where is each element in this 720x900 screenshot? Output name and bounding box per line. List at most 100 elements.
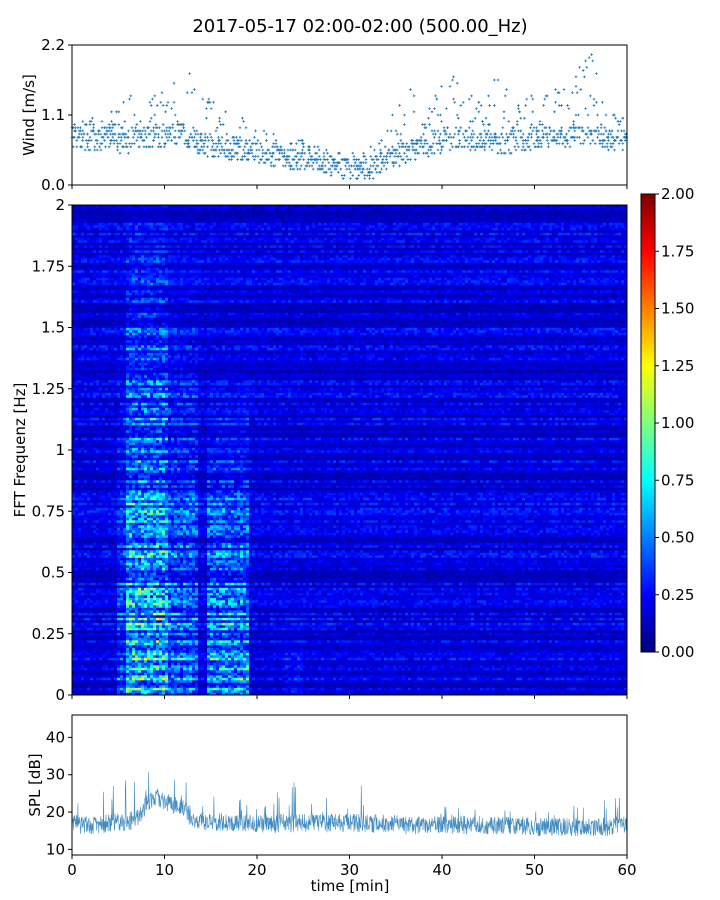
spectrogram-cell <box>450 678 453 681</box>
spectrogram-cell <box>321 680 324 683</box>
wind-point <box>449 133 452 136</box>
spectrogram-cell <box>105 670 108 673</box>
spectrogram-cell <box>195 683 198 686</box>
wind-point <box>472 130 475 133</box>
wind-point <box>193 130 196 133</box>
spectrogram-cell <box>585 670 588 673</box>
spectrogram-cell <box>267 670 270 673</box>
wind-point <box>325 149 328 152</box>
spectrogram-cell <box>456 685 459 688</box>
wind-point <box>270 161 273 164</box>
spectrogram-cell <box>222 648 225 651</box>
spectrogram-cell <box>222 660 225 663</box>
wind-point <box>318 155 321 158</box>
spectrogram-cell <box>156 670 159 673</box>
spectrogram-cell <box>417 683 420 686</box>
wind-point <box>500 152 503 155</box>
spectrogram-cell <box>375 670 378 673</box>
spectrogram-cell <box>384 658 387 661</box>
spectrogram-cell <box>228 678 231 681</box>
spectrogram-cell <box>459 670 462 673</box>
spectrogram-cell <box>129 673 132 676</box>
wind-point <box>206 146 209 149</box>
spectrogram-cell <box>573 665 576 668</box>
spectrogram-cell <box>582 670 585 673</box>
wind-point <box>130 146 133 149</box>
spectrogram-cell <box>354 670 357 673</box>
spectrogram-cell <box>612 665 615 668</box>
spectrogram-cell <box>291 675 294 678</box>
spectrogram-cell <box>537 648 540 651</box>
wind-point <box>587 114 590 117</box>
spectrogram-cell <box>144 650 147 653</box>
spectrogram-cell <box>414 678 417 681</box>
spectrogram-cell <box>462 653 465 656</box>
spectrogram-cell <box>495 650 498 653</box>
wind-point <box>434 133 437 136</box>
spectrogram-cell <box>96 655 99 658</box>
spectrogram-cell <box>330 680 333 683</box>
spectrogram-cell <box>507 663 510 666</box>
spectrogram-cell <box>348 683 351 686</box>
spectrogram-cell <box>510 655 513 658</box>
wind-point <box>353 158 356 161</box>
spectrogram-cell <box>558 648 561 651</box>
spectrogram-cell <box>606 658 609 661</box>
spectrogram-cell <box>171 673 174 676</box>
spectrogram-cell <box>462 678 465 681</box>
spectrogram-cell <box>168 653 171 656</box>
spectrogram-cell <box>408 653 411 656</box>
spectrogram-cell <box>309 658 312 661</box>
spectrogram-cell <box>411 655 414 658</box>
spectrogram-cell <box>144 670 147 673</box>
spectrogram-cell <box>573 678 576 681</box>
spectrogram-cell <box>282 688 285 691</box>
spectrogram-cell <box>96 685 99 688</box>
spectrogram-cell <box>210 690 213 693</box>
spectrogram-cell <box>567 660 570 663</box>
spectrogram-cell <box>87 673 90 676</box>
wind-point <box>488 136 491 139</box>
spectrogram-cell <box>474 685 477 688</box>
spectrogram-cell <box>78 675 81 678</box>
spectrogram-cell <box>168 673 171 676</box>
wind-point <box>355 158 358 161</box>
wind-point <box>133 114 136 117</box>
spectrogram-cell <box>354 673 357 676</box>
wind-point <box>564 146 567 149</box>
spectrogram-cell <box>471 690 474 693</box>
spectrogram-cell <box>333 653 336 656</box>
wind-point <box>211 146 214 149</box>
spectrogram-cell <box>417 685 420 688</box>
spectrogram-cell <box>228 680 231 683</box>
spectrogram-cell <box>492 670 495 673</box>
spectrogram-cell <box>111 653 114 656</box>
spectrogram-cell <box>240 673 243 676</box>
spectrogram-cell <box>573 683 576 686</box>
spectrogram-cell <box>336 653 339 656</box>
spectrogram-cell <box>333 658 336 661</box>
spectrogram-cell <box>453 678 456 681</box>
spectrogram-cell <box>354 658 357 661</box>
spectrogram-cell <box>333 670 336 673</box>
spectrogram-cell <box>402 685 405 688</box>
spectrogram-cell <box>78 673 81 676</box>
spectrogram-cell <box>582 668 585 671</box>
wind-point <box>382 158 385 161</box>
spectrogram-cell <box>534 650 537 653</box>
spectrogram-cell <box>528 690 531 693</box>
spectrogram-cell <box>456 668 459 671</box>
spectrogram-cell <box>588 688 591 691</box>
spectrogram-cell <box>171 680 174 683</box>
spectrogram-cell <box>489 675 492 678</box>
spectrogram-cell <box>207 665 210 668</box>
spectrogram-cell <box>303 648 306 651</box>
spectrogram-cell <box>429 678 432 681</box>
spectrogram-cell <box>312 650 315 653</box>
wind-point <box>158 142 161 145</box>
spectrogram-cell <box>90 673 93 676</box>
spectrogram-cell <box>207 683 210 686</box>
spectrogram-cell <box>387 660 390 663</box>
wind-point <box>532 98 535 101</box>
spectrogram-cell <box>150 663 153 666</box>
